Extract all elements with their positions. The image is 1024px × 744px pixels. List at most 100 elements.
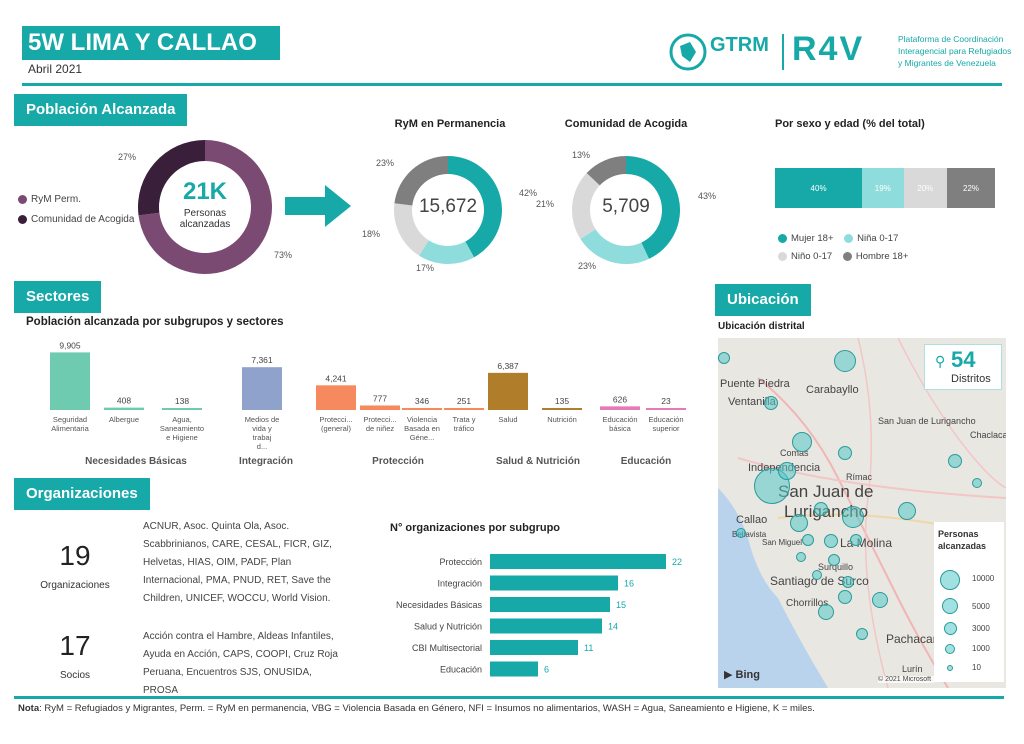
map-bubble[interactable] xyxy=(718,352,730,364)
orgs-label: Organizaciones xyxy=(40,580,110,591)
sector-group-label: Protección xyxy=(372,456,424,467)
map-bubble[interactable] xyxy=(790,514,808,532)
orgs-value-label: 22 xyxy=(672,557,682,567)
orgs-bar xyxy=(490,575,618,591)
sector-category-label: d... xyxy=(257,442,267,451)
sector-category-label: vida y xyxy=(252,424,272,433)
orgs-chart-title: N° organizaciones por subgrupo xyxy=(390,522,561,534)
sector-group-label: Salud & Nutrición xyxy=(496,456,580,467)
orgs-category-label: Salud y Nutrición xyxy=(414,622,482,632)
sexo-segment: 22% xyxy=(947,168,995,208)
orgs-category-label: Necesidades Básicas xyxy=(396,600,483,610)
map-bubble[interactable] xyxy=(802,534,814,546)
com-pct-b: 23% xyxy=(578,261,597,271)
map-bubble[interactable] xyxy=(850,534,862,546)
map-bubble[interactable] xyxy=(838,446,852,460)
sector-bar xyxy=(646,408,686,410)
map-bubble[interactable] xyxy=(792,432,812,452)
sectores-subtitle: Población alcanzada por subgrupos y sect… xyxy=(26,316,284,328)
sexo-segment: 40% xyxy=(775,168,863,208)
map-bubble[interactable] xyxy=(778,462,796,480)
com-value: 5,709 xyxy=(602,196,650,217)
donut-slice xyxy=(580,229,649,264)
sector-category-label: Albergue xyxy=(109,415,139,424)
rym-pct-d: 23% xyxy=(376,158,395,168)
map-bubble[interactable] xyxy=(838,590,852,604)
sector-category-label: (general) xyxy=(321,424,352,433)
map-bubble[interactable] xyxy=(842,576,854,588)
orgs-bar xyxy=(490,661,538,677)
distritos-value: 54 xyxy=(951,347,976,372)
legend-item-comunidad: Comunidad de Acogida xyxy=(18,210,134,230)
socios-text: Acción contra el Hambre, Aldeas Infantil… xyxy=(143,631,338,696)
pct-bottom: 73% xyxy=(274,250,293,260)
map-bubble[interactable] xyxy=(834,350,856,372)
sexo-segment: 19% xyxy=(862,168,904,208)
map-label: San Juan de xyxy=(778,482,874,501)
map-bubble[interactable] xyxy=(972,478,982,488)
rym-value: 15,672 xyxy=(418,196,478,217)
legend-bubble xyxy=(947,665,953,671)
page-subtitle: Abril 2021 xyxy=(28,62,83,76)
map-bubble[interactable] xyxy=(764,396,778,410)
map-bubble[interactable] xyxy=(824,534,838,548)
sector-value-label: 4,241 xyxy=(325,373,347,383)
sector-value-label: 9,905 xyxy=(59,340,81,350)
logo-divider xyxy=(782,34,784,70)
orgs-category-label: Integración xyxy=(437,579,482,589)
map-bubble[interactable] xyxy=(856,628,868,640)
sector-category-label: Educación xyxy=(648,415,683,424)
map-bubble[interactable] xyxy=(736,528,746,538)
sector-bar xyxy=(316,385,356,410)
legend-dot-icon xyxy=(18,214,27,224)
donut-slice xyxy=(448,156,502,258)
bubble-legend-title: Personas alcanzadas xyxy=(938,529,987,551)
rym-title: RyM en Permanencia xyxy=(394,118,506,130)
section-poblacion: Población Alcanzada xyxy=(14,94,188,126)
donut-slice xyxy=(626,156,680,259)
map-bubble[interactable] xyxy=(898,502,916,520)
sector-category-label: Nutrición xyxy=(547,415,577,424)
map-bubble[interactable] xyxy=(948,454,962,468)
legend-hombre: Hombre 18+ xyxy=(842,251,908,262)
header-divider xyxy=(22,83,1002,86)
map-label: San Juan de Lurigancho xyxy=(878,416,976,426)
distritos-label: Distritos xyxy=(951,373,991,385)
map-bubble[interactable] xyxy=(814,502,828,516)
sector-value-label: 346 xyxy=(415,396,429,406)
sector-bar xyxy=(488,372,528,410)
map-label: Callao xyxy=(736,514,768,526)
footer-note-text: : RyM = Refugiados y Migrantes, Perm. = … xyxy=(39,703,815,714)
sector-category-label: de niñez xyxy=(366,424,395,433)
sexo-title: Por sexo y edad (% del total) xyxy=(775,118,925,130)
total-label-1: Personas xyxy=(183,208,227,219)
district-map[interactable]: Puente Piedra Ventanilla Carabayllo San … xyxy=(718,338,1006,688)
map-label: Lurín xyxy=(902,664,923,674)
sector-category-label: Salud xyxy=(498,415,517,424)
sector-value-label: 408 xyxy=(117,396,131,406)
donut-rym xyxy=(394,156,502,264)
gtrm-logo: GTRM xyxy=(668,32,778,72)
sector-bar xyxy=(162,408,202,410)
arrow-icon xyxy=(285,185,351,227)
sector-category-label: trabaj xyxy=(253,433,272,442)
sector-bar xyxy=(542,408,582,410)
pct-top: 27% xyxy=(118,152,137,162)
map-bubble[interactable] xyxy=(842,506,864,528)
map-label: San Miguel xyxy=(762,538,803,547)
map-bubble[interactable] xyxy=(828,554,840,566)
map-bubble[interactable] xyxy=(818,604,834,620)
map-bubble[interactable] xyxy=(796,552,806,562)
sector-category-label: Agua, xyxy=(172,415,192,424)
map-copyright: © 2021 Microsoft xyxy=(878,676,934,683)
sector-category-label: Educación xyxy=(602,415,637,424)
map-label: Comas xyxy=(780,448,809,458)
distritos-card: ⚲ 54 Distritos xyxy=(924,344,1002,390)
sector-category-label: Alimentaria xyxy=(51,424,89,433)
orgs-bar xyxy=(490,618,602,634)
legend-dot-icon xyxy=(778,251,787,261)
map-bubble[interactable] xyxy=(812,570,822,580)
map-bubble[interactable] xyxy=(872,592,888,608)
donut-slice xyxy=(394,203,429,256)
